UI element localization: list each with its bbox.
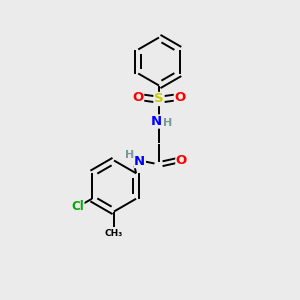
Text: H: H: [164, 118, 172, 128]
Text: H: H: [125, 149, 134, 160]
Text: S: S: [154, 92, 164, 106]
Text: O: O: [132, 91, 144, 104]
Text: N: N: [134, 154, 146, 168]
Text: Cl: Cl: [71, 200, 84, 214]
Text: O: O: [174, 91, 186, 104]
Text: N: N: [150, 115, 162, 128]
Text: CH₃: CH₃: [105, 230, 123, 238]
Text: O: O: [176, 154, 187, 167]
